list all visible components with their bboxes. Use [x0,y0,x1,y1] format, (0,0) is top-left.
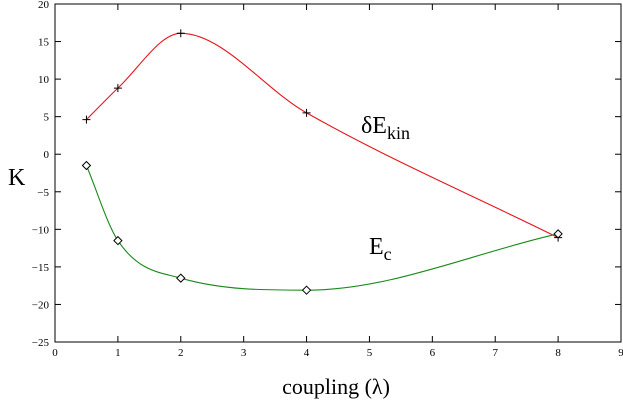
x-tick-label: 3 [241,347,247,359]
y-tick-label: 5 [44,112,50,124]
y-tick-label: −15 [32,262,50,274]
annotation-delta-ekin-base: δE [361,113,387,139]
y-tick-label: −5 [37,187,49,199]
series-delta-ekin-curve [86,32,559,239]
data-point-plus [113,84,122,93]
y-axis-label: K [8,165,26,191]
y-tick-label: 20 [38,0,50,11]
series-ec-curve [85,165,559,291]
data-point-diamond [176,273,186,283]
annotation-delta-ekin-sub: kin [387,123,410,143]
y-tick-label: −20 [32,299,50,311]
x-tick-label: 1 [115,347,121,359]
annotation-ec-sub: c [384,244,392,264]
y-tick-label: 15 [38,37,50,49]
data-point-diamond [81,160,92,171]
x-tick-label: 7 [492,347,498,359]
x-tick-label: 0 [52,347,58,359]
y-tick-label: −25 [32,337,50,349]
x-tick-label: 4 [304,347,310,359]
y-tick-label: −10 [32,224,50,236]
data-point-plus [302,108,311,117]
annotation-ec: Ec [369,234,392,264]
plot-frame [54,3,622,343]
data-point-diamond [553,229,563,239]
data-point-plus [176,29,185,38]
x-tick-label: 9 [618,347,623,359]
x-tick-label: 2 [178,347,184,359]
y-tick-label: 0 [44,149,50,161]
data-point-diamond [113,235,123,246]
annotation-delta-ekin: δEkin [361,113,410,143]
y-tick-label: 10 [38,74,50,86]
ticks: 0 1 2 3 4 5 6 7 8 9 20 15 10 5 0 −5 −10 −15 −20 −25 [32,0,623,359]
data-markers [81,29,563,295]
annotation-ec-base: E [369,234,384,260]
data-point-plus [82,115,91,124]
x-tick-label: 6 [430,347,436,359]
x-tick-label: 5 [367,347,373,359]
x-axis-label: coupling (λ) [282,374,390,399]
x-tick-label: 8 [555,347,561,359]
data-point-diamond [301,285,312,295]
